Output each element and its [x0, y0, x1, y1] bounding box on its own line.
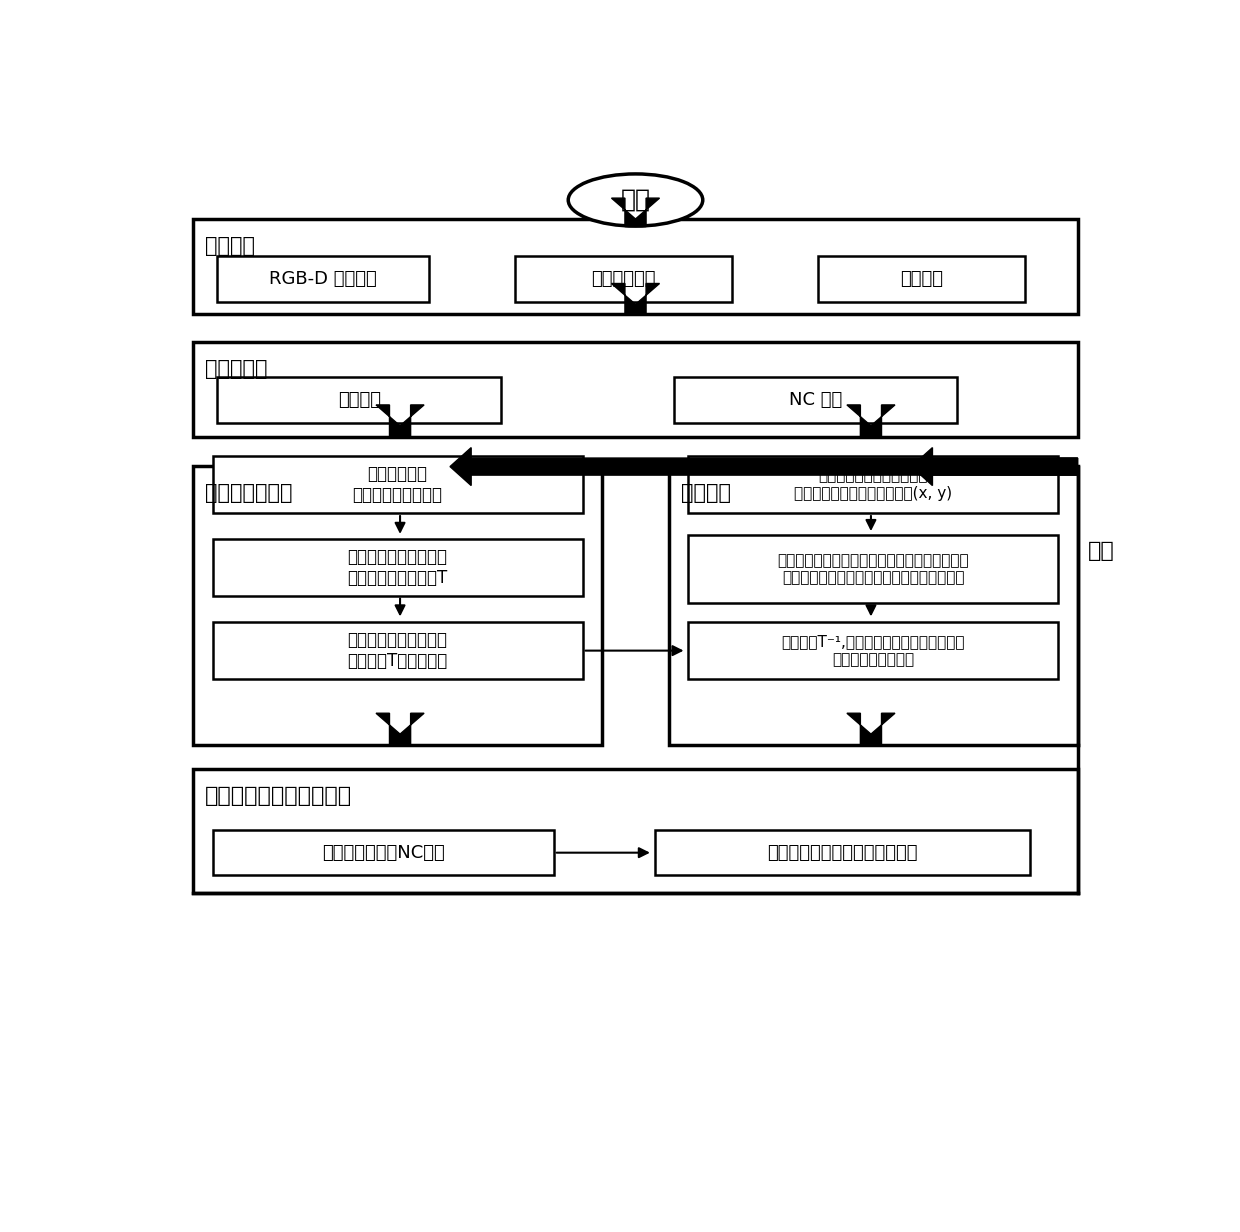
- Bar: [193, 466, 601, 745]
- Text: 结合深度图像修正刀具表面中心在深度图像中的
像素坐标并转换成对应的彩色相机坐标系坐标: 结合深度图像修正刀具表面中心在深度图像中的 像素坐标并转换成对应的彩色相机坐标系…: [777, 553, 970, 585]
- Text: 输入的信息: 输入的信息: [205, 360, 268, 379]
- Text: 计算从工件坐标系到相
机坐标系的转换矩阵T: 计算从工件坐标系到相 机坐标系的转换矩阵T: [347, 548, 448, 586]
- Polygon shape: [376, 405, 424, 437]
- Polygon shape: [847, 405, 895, 437]
- Ellipse shape: [568, 174, 703, 227]
- Bar: [213, 622, 583, 679]
- Bar: [516, 256, 732, 302]
- Bar: [213, 538, 583, 595]
- Bar: [688, 622, 1059, 679]
- Text: 实时渲染刀具位置和加工的工件: 实时渲染刀具位置和加工的工件: [766, 844, 918, 861]
- Polygon shape: [611, 283, 660, 314]
- Bar: [688, 535, 1059, 604]
- Bar: [213, 456, 583, 513]
- Text: 冗余标记信息: 冗余标记信息: [591, 270, 656, 288]
- Bar: [213, 830, 554, 876]
- Polygon shape: [376, 713, 424, 745]
- Text: 用训练好的卷积神经网络来
预测刀具表面中心的像素坐标(x, y): 用训练好的卷积神经网络来 预测刀具表面中心的像素坐标(x, y): [795, 468, 952, 500]
- Bar: [655, 830, 1029, 876]
- Text: 循环: 循环: [1089, 541, 1115, 561]
- Text: 工件坐标系追踪: 工件坐标系追踪: [205, 483, 293, 503]
- Bar: [193, 219, 1078, 314]
- Bar: [818, 256, 1024, 302]
- Text: 根据位姿传感器测得方
位角修正T中角度参数: 根据位姿传感器测得方 位角修正T中角度参数: [347, 631, 448, 670]
- Text: 刀具注册: 刀具注册: [681, 483, 730, 503]
- Polygon shape: [611, 198, 660, 227]
- Bar: [217, 256, 429, 302]
- Bar: [217, 377, 501, 423]
- Text: 预备信息: 预备信息: [205, 237, 255, 256]
- Bar: [688, 456, 1059, 513]
- Text: RGB-D 相机模型: RGB-D 相机模型: [269, 270, 377, 288]
- Polygon shape: [911, 447, 1078, 485]
- Text: 根据矩阵T⁻¹,将求得的彩色相机坐标系坐标
转换到工件坐标系下: 根据矩阵T⁻¹,将求得的彩色相机坐标系坐标 转换到工件坐标系下: [781, 634, 965, 667]
- Text: 刀具监测与工件加工仿真: 刀具监测与工件加工仿真: [205, 786, 352, 806]
- Bar: [675, 377, 957, 423]
- Text: 检查刀具刀轨和NC代码: 检查刀具刀轨和NC代码: [322, 844, 445, 861]
- Text: NC 代码: NC 代码: [789, 392, 842, 409]
- Text: 开始: 开始: [620, 188, 651, 212]
- Text: 追踪冗余标记
提取标记上的特征点: 追踪冗余标记 提取标记上的特征点: [352, 466, 443, 504]
- Text: 刀具模型: 刀具模型: [900, 270, 942, 288]
- Bar: [193, 342, 1078, 437]
- Text: 设置工件: 设置工件: [337, 392, 381, 409]
- Polygon shape: [450, 447, 1078, 485]
- Bar: [670, 466, 1078, 745]
- Polygon shape: [847, 713, 895, 745]
- Bar: [193, 769, 1078, 892]
